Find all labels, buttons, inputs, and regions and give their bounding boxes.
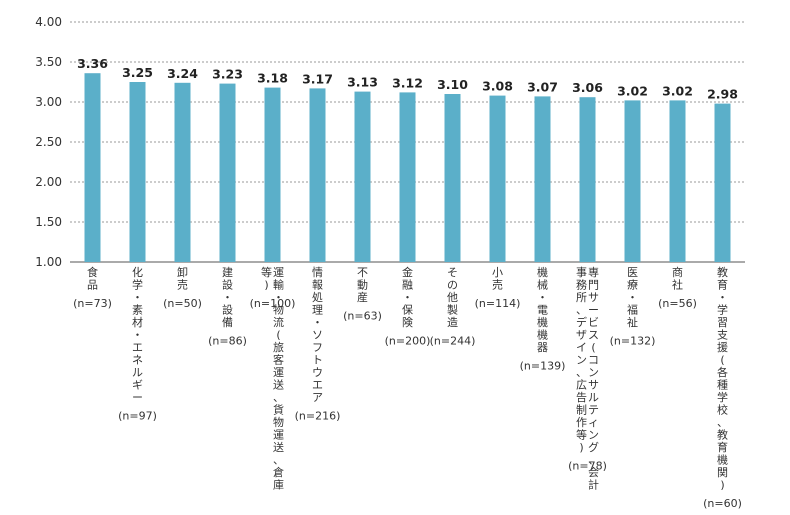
- y-tick-label: 3.00: [35, 95, 62, 109]
- data-label: 3.36: [77, 56, 108, 71]
- bar: [579, 97, 596, 262]
- category-label: 教育・学習支援(各種学校、教育機関): [717, 266, 728, 492]
- category-label: 不動産: [357, 266, 368, 304]
- data-label: 3.13: [347, 75, 378, 90]
- category-label: 食品: [87, 265, 98, 292]
- bar: [489, 95, 506, 262]
- data-label: 3.02: [662, 83, 693, 98]
- category-n-label: (n=132): [610, 335, 656, 348]
- data-label: 3.10: [437, 77, 468, 92]
- bar: [399, 92, 416, 263]
- category-label: その他製造: [447, 266, 458, 329]
- category-label: 医療・福祉: [627, 266, 638, 329]
- category-label: 小売: [492, 266, 503, 292]
- category-n-label: (n=114): [475, 297, 521, 310]
- category-n-label: (n=216): [295, 410, 341, 423]
- bar: [624, 100, 641, 263]
- bar: [669, 100, 686, 263]
- data-label: 3.18: [257, 71, 288, 86]
- data-label: 3.17: [302, 71, 333, 86]
- category-n-label: (n=63): [343, 310, 382, 323]
- data-label: 3.25: [122, 65, 153, 80]
- category-n-label: (n=86): [208, 335, 247, 348]
- bar: [174, 82, 191, 262]
- data-label: 3.08: [482, 79, 513, 94]
- data-label: 2.98: [707, 87, 738, 102]
- data-label: 3.06: [572, 80, 603, 95]
- y-tick-label: 2.50: [35, 135, 62, 149]
- y-tick-label: 2.00: [35, 175, 62, 189]
- bar: [309, 88, 326, 263]
- category-label: 建設・設備: [222, 265, 233, 329]
- bar: [264, 87, 281, 262]
- bars: [84, 73, 731, 263]
- y-tick-label: 1.00: [35, 255, 62, 269]
- category-label: 専門サービス(コンサルティング、会計事務所、デザイン、広告制作等): [576, 266, 599, 492]
- bar: [354, 91, 371, 262]
- data-label: 3.24: [167, 66, 198, 81]
- category-n-label: (n=97): [118, 410, 157, 423]
- category-label: 運輸・物流(旅客運送、貨物運送、倉庫等): [261, 265, 284, 492]
- bar: [534, 96, 551, 263]
- category-n-label: (n=244): [430, 335, 476, 348]
- data-label: 3.23: [212, 67, 243, 82]
- y-tick-label: 1.50: [35, 215, 62, 229]
- y-axis-ticks: 4.00 3.50 3.00 2.50 2.00 1.50 1.00: [35, 15, 62, 269]
- bar: [219, 83, 236, 262]
- y-tick-label: 4.00: [35, 15, 62, 29]
- category-label: 商社: [672, 265, 683, 292]
- category-labels: 食品 (n=73) 化学・素材・エネルギー (n=97) 卸売 (n=50) 建設・設備 (n…: [73, 265, 742, 510]
- y-tick-label: 3.50: [35, 55, 62, 69]
- category-n-label: (n=73): [73, 297, 112, 310]
- bar: [84, 73, 101, 262]
- bar: [444, 94, 461, 262]
- data-label: 3.12: [392, 75, 423, 90]
- category-label: 卸売: [177, 265, 188, 292]
- bar: [714, 103, 731, 262]
- category-label: 機械・電機機器: [537, 265, 548, 354]
- category-n-label: (n=100): [250, 297, 296, 310]
- category-n-label: (n=139): [520, 360, 566, 373]
- category-label: 金融・保険: [402, 265, 413, 329]
- category-n-label: (n=50): [163, 297, 202, 310]
- data-label: 3.02: [617, 83, 648, 98]
- value-labels: 3.36 3.25 3.24 3.23 3.18 3.17 3.13 3.12 3.10 3.08…: [77, 56, 738, 101]
- category-label: 情報処理・ソフトウエア: [312, 266, 323, 404]
- category-n-label: (n=56): [658, 297, 697, 310]
- bar: [129, 82, 146, 262]
- category-n-label: (n=78): [568, 460, 607, 473]
- data-label: 3.07: [527, 79, 558, 94]
- category-label: 化学・素材・エネルギー: [132, 265, 143, 404]
- category-n-label: (n=200): [385, 335, 431, 348]
- category-n-label: (n=60): [703, 497, 742, 510]
